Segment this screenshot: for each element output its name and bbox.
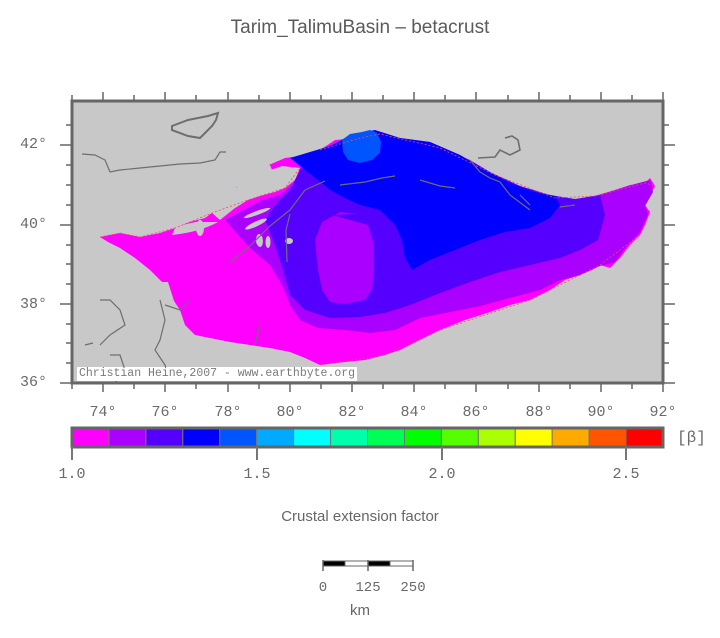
- zone-beta-1.1-inner: [315, 212, 374, 304]
- island: [285, 238, 293, 244]
- lat-label-36: 36°: [20, 374, 48, 391]
- colorbar-swatch: [551, 427, 590, 448]
- colorbar-swatch: [108, 427, 147, 448]
- colorbar-swatch: [403, 427, 442, 448]
- map-credit: Christian Heine,2007 - www.earthbyte.org: [77, 367, 358, 381]
- lon-label-80: 80°: [276, 404, 304, 421]
- inlet: [172, 222, 218, 235]
- colorbar-swatch: [256, 427, 295, 448]
- colorbar-frame: [70, 426, 665, 449]
- colorbar-swatch: [182, 427, 221, 448]
- lon-label-84: 84°: [400, 404, 428, 421]
- lat-label-38: 38°: [20, 296, 48, 313]
- axis-ticks: [60, 92, 675, 392]
- colorbar-swatch: [514, 427, 553, 448]
- colorbar-swatch: [219, 427, 258, 448]
- scale-bar: [322, 560, 414, 571]
- colorbar-swatch: [625, 427, 664, 448]
- lon-label-86: 86°: [462, 404, 490, 421]
- colorbar-swatch: [367, 427, 405, 448]
- map-frame: [70, 99, 665, 385]
- colorbar-ticks: [71, 447, 627, 460]
- lat-label-40: 40°: [20, 216, 48, 233]
- colorbar-swatch: [588, 427, 627, 448]
- basin-outline: [99, 133, 656, 366]
- colorbar-label-2.5: 2.5: [612, 466, 640, 483]
- colorbar-swatch: [477, 427, 516, 448]
- lon-label-76: 76°: [151, 404, 179, 421]
- zone-beta-1.3: [290, 130, 560, 270]
- island: [243, 207, 271, 219]
- colorbar-swatch: [440, 427, 479, 448]
- lon-label-78: 78°: [214, 404, 242, 421]
- colorbar-swatch: [293, 427, 332, 448]
- scale-unit: km: [350, 602, 370, 619]
- inlet: [162, 282, 180, 322]
- island: [265, 236, 271, 248]
- scale-label-250: 250: [400, 580, 426, 596]
- river-lines: [81, 111, 576, 384]
- lat-label-42: 42°: [20, 136, 48, 153]
- colorbar-swatch: [71, 427, 110, 448]
- colorbar-title: Crustal extension factor: [281, 508, 439, 525]
- lon-label-74: 74°: [89, 404, 117, 421]
- colorbar: [71, 427, 664, 448]
- colorbar-swatch: [330, 427, 368, 448]
- scale-label-0: 0: [318, 580, 328, 596]
- lon-label-92: 92°: [649, 404, 677, 421]
- lon-label-82: 82°: [338, 404, 366, 421]
- colorbar-unit: [β]: [677, 429, 706, 447]
- lon-label-88: 88°: [525, 404, 553, 421]
- island: [245, 218, 267, 230]
- colorbar-label-2.0: 2.0: [428, 466, 456, 483]
- scale-label-125: 125: [355, 580, 381, 596]
- map-title: Tarim_TalimuBasin – betacrust: [230, 17, 490, 38]
- zone-beta-1.4: [342, 130, 381, 163]
- colorbar-swatch: [145, 427, 184, 448]
- colorbar-label-1.5: 1.5: [243, 466, 271, 483]
- inlet: [231, 165, 272, 192]
- colorbar-label-1.0: 1.0: [58, 466, 86, 483]
- lon-label-90: 90°: [587, 404, 615, 421]
